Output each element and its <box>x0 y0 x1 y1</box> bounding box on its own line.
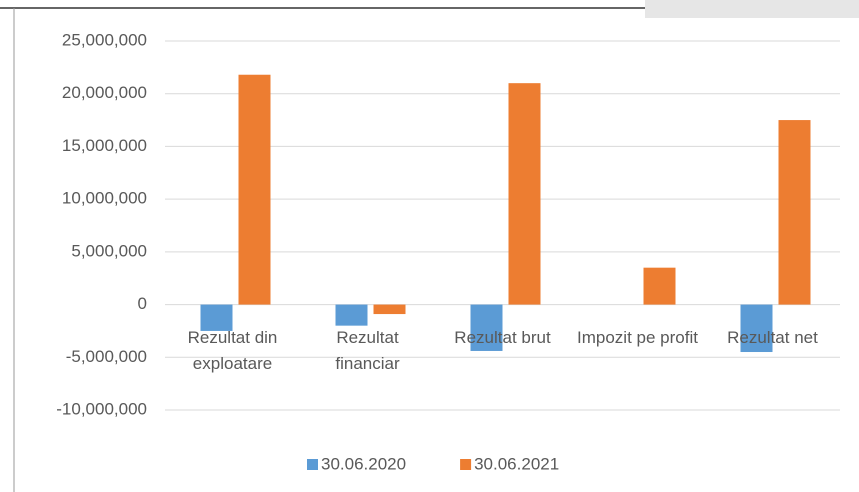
x-tick-label: Rezultat brut <box>454 328 551 347</box>
legend-swatch <box>460 459 472 470</box>
bar <box>470 304 503 351</box>
legend-label: 30.06.2020 <box>321 454 406 473</box>
bar <box>643 267 676 305</box>
x-tick-label: Impozit pe profit <box>577 328 698 347</box>
legend-label: 30.06.2021 <box>474 454 559 473</box>
x-tick-label: Rezultat din exploatare <box>187 328 278 373</box>
legend-swatch <box>307 459 318 470</box>
bar <box>740 304 773 353</box>
y-tick-label: 10,000,000 <box>62 189 147 208</box>
y-tick-label: 25,000,000 <box>62 30 147 49</box>
bar <box>778 120 811 305</box>
x-tick-label: Rezultat net <box>727 328 818 347</box>
window-strip <box>645 0 859 18</box>
y-tick-label: -5,000,000 <box>66 347 147 366</box>
x-tick-label: Rezultat financiar <box>335 328 400 373</box>
bar <box>335 304 368 326</box>
y-tick-label: 15,000,000 <box>62 136 147 155</box>
y-tick-label: 5,000,000 <box>71 241 147 260</box>
bar <box>508 83 541 305</box>
bar <box>238 74 271 305</box>
y-tick-label: -10,000,000 <box>56 399 147 418</box>
y-tick-label: 20,000,000 <box>62 83 147 102</box>
bar <box>200 304 233 331</box>
y-tick-label: 0 <box>138 294 147 313</box>
bar <box>373 304 406 315</box>
